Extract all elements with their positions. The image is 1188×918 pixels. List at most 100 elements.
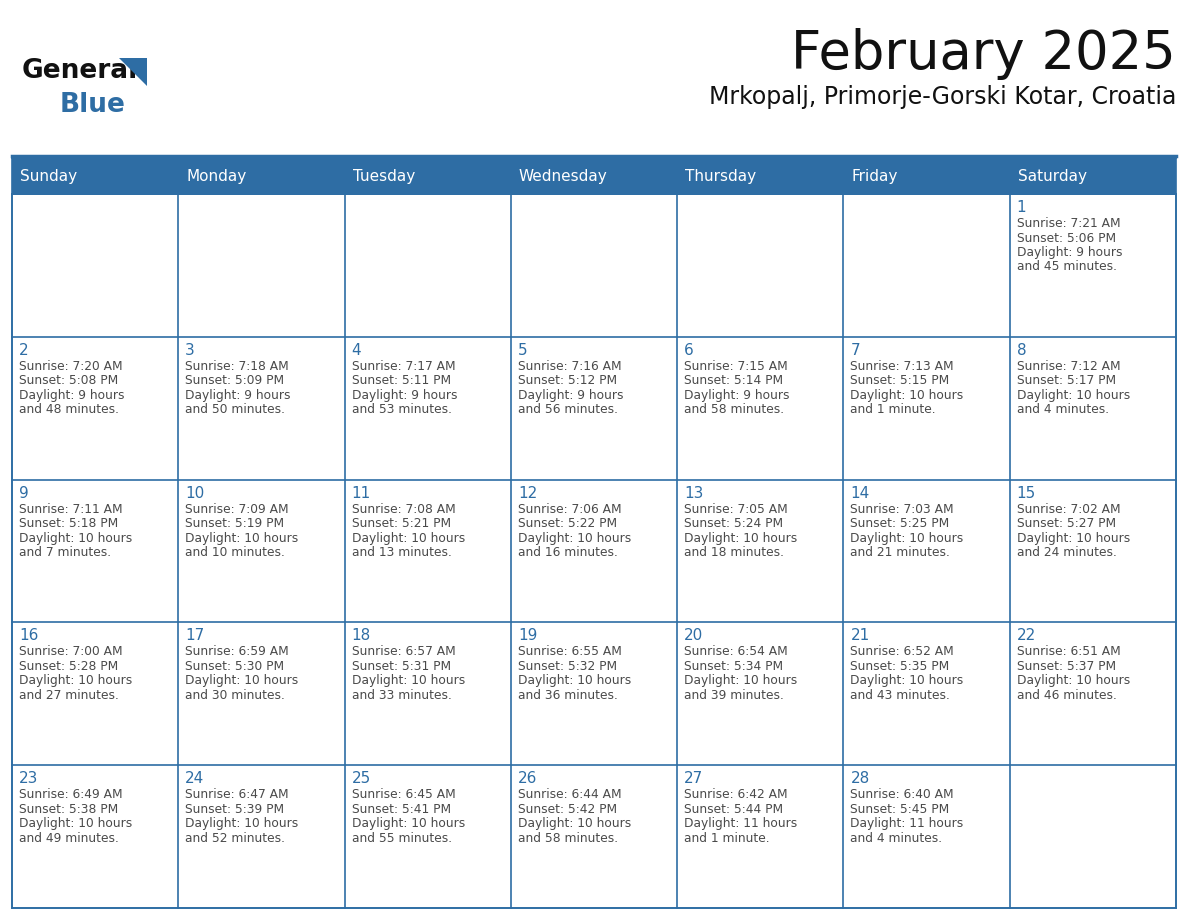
Text: Daylight: 10 hours: Daylight: 10 hours	[1017, 389, 1130, 402]
Bar	[12, 158, 1176, 194]
Bar	[12, 622, 178, 766]
Text: Sunset: 5:11 PM: Sunset: 5:11 PM	[352, 375, 450, 387]
Text: and 36 minutes.: and 36 minutes.	[518, 688, 618, 702]
Text: 9: 9	[19, 486, 29, 500]
Text: and 24 minutes.: and 24 minutes.	[1017, 546, 1117, 559]
Bar	[1010, 479, 1176, 622]
Text: 17: 17	[185, 629, 204, 644]
Text: Sunrise: 7:09 AM: Sunrise: 7:09 AM	[185, 502, 289, 516]
Text: Sunrise: 6:57 AM: Sunrise: 6:57 AM	[352, 645, 455, 658]
Text: Saturday: Saturday	[1018, 169, 1087, 184]
Text: Daylight: 9 hours: Daylight: 9 hours	[518, 389, 624, 402]
Text: Daylight: 10 hours: Daylight: 10 hours	[352, 817, 465, 830]
Text: Daylight: 10 hours: Daylight: 10 hours	[518, 532, 631, 544]
Text: Daylight: 10 hours: Daylight: 10 hours	[19, 675, 132, 688]
Text: 12: 12	[518, 486, 537, 500]
Text: and 45 minutes.: and 45 minutes.	[1017, 261, 1117, 274]
Text: Sunset: 5:39 PM: Sunset: 5:39 PM	[185, 802, 284, 816]
Text: Sunrise: 7:02 AM: Sunrise: 7:02 AM	[1017, 502, 1120, 516]
Text: Sunrise: 6:42 AM: Sunrise: 6:42 AM	[684, 789, 788, 801]
Text: Daylight: 10 hours: Daylight: 10 hours	[518, 675, 631, 688]
Text: 11: 11	[352, 486, 371, 500]
Text: and 10 minutes.: and 10 minutes.	[185, 546, 285, 559]
Text: Sunset: 5:24 PM: Sunset: 5:24 PM	[684, 517, 783, 530]
Bar	[511, 479, 677, 622]
Text: Sunrise: 6:45 AM: Sunrise: 6:45 AM	[352, 789, 455, 801]
Bar	[677, 479, 843, 622]
Bar	[345, 337, 511, 479]
Text: Sunrise: 6:44 AM: Sunrise: 6:44 AM	[518, 789, 621, 801]
Text: and 43 minutes.: and 43 minutes.	[851, 688, 950, 702]
Text: Blue: Blue	[61, 92, 126, 118]
Text: Sunrise: 7:11 AM: Sunrise: 7:11 AM	[19, 502, 122, 516]
Bar	[677, 337, 843, 479]
Text: and 33 minutes.: and 33 minutes.	[352, 688, 451, 702]
Text: 13: 13	[684, 486, 703, 500]
Text: Sunset: 5:38 PM: Sunset: 5:38 PM	[19, 802, 119, 816]
Bar	[178, 766, 345, 908]
Text: Wednesday: Wednesday	[519, 169, 607, 184]
Bar	[345, 766, 511, 908]
Text: 6: 6	[684, 342, 694, 358]
Text: Daylight: 9 hours: Daylight: 9 hours	[684, 389, 790, 402]
Bar	[345, 194, 511, 337]
Text: Sunrise: 7:17 AM: Sunrise: 7:17 AM	[352, 360, 455, 373]
Text: Sunrise: 7:00 AM: Sunrise: 7:00 AM	[19, 645, 122, 658]
Text: Sunset: 5:28 PM: Sunset: 5:28 PM	[19, 660, 119, 673]
Text: Sunrise: 6:40 AM: Sunrise: 6:40 AM	[851, 789, 954, 801]
Text: Sunrise: 7:05 AM: Sunrise: 7:05 AM	[684, 502, 788, 516]
Text: Friday: Friday	[852, 169, 898, 184]
Text: Daylight: 9 hours: Daylight: 9 hours	[1017, 246, 1123, 259]
Bar	[677, 622, 843, 766]
Bar	[677, 194, 843, 337]
Text: 18: 18	[352, 629, 371, 644]
Text: 2: 2	[19, 342, 29, 358]
Text: Sunset: 5:15 PM: Sunset: 5:15 PM	[851, 375, 949, 387]
Text: and 53 minutes.: and 53 minutes.	[352, 403, 451, 416]
Text: Sunset: 5:18 PM: Sunset: 5:18 PM	[19, 517, 119, 530]
Text: and 7 minutes.: and 7 minutes.	[19, 546, 112, 559]
Text: Sunrise: 7:18 AM: Sunrise: 7:18 AM	[185, 360, 289, 373]
Text: and 48 minutes.: and 48 minutes.	[19, 403, 119, 416]
Text: and 1 minute.: and 1 minute.	[684, 832, 770, 845]
Text: Daylight: 10 hours: Daylight: 10 hours	[19, 532, 132, 544]
Text: Sunset: 5:25 PM: Sunset: 5:25 PM	[851, 517, 949, 530]
Text: February 2025: February 2025	[791, 28, 1176, 80]
Text: Tuesday: Tuesday	[353, 169, 415, 184]
Bar	[12, 194, 178, 337]
Text: 22: 22	[1017, 629, 1036, 644]
Text: and 52 minutes.: and 52 minutes.	[185, 832, 285, 845]
Text: Daylight: 10 hours: Daylight: 10 hours	[684, 675, 797, 688]
Text: 1: 1	[1017, 200, 1026, 215]
Text: Sunrise: 6:55 AM: Sunrise: 6:55 AM	[518, 645, 621, 658]
Text: Sunset: 5:45 PM: Sunset: 5:45 PM	[851, 802, 949, 816]
Bar	[12, 194, 1176, 908]
Text: 8: 8	[1017, 342, 1026, 358]
Bar	[12, 479, 178, 622]
Text: Daylight: 10 hours: Daylight: 10 hours	[352, 675, 465, 688]
Text: Sunset: 5:41 PM: Sunset: 5:41 PM	[352, 802, 450, 816]
Text: Sunrise: 7:13 AM: Sunrise: 7:13 AM	[851, 360, 954, 373]
Text: Sunset: 5:42 PM: Sunset: 5:42 PM	[518, 802, 617, 816]
Bar	[178, 622, 345, 766]
Text: and 1 minute.: and 1 minute.	[851, 403, 936, 416]
Text: Daylight: 9 hours: Daylight: 9 hours	[352, 389, 457, 402]
Text: and 46 minutes.: and 46 minutes.	[1017, 688, 1117, 702]
Bar	[843, 479, 1010, 622]
Text: Sunset: 5:08 PM: Sunset: 5:08 PM	[19, 375, 119, 387]
Text: Sunset: 5:30 PM: Sunset: 5:30 PM	[185, 660, 284, 673]
Text: Mrkopalj, Primorje-Gorski Kotar, Croatia: Mrkopalj, Primorje-Gorski Kotar, Croatia	[708, 85, 1176, 109]
Text: Daylight: 10 hours: Daylight: 10 hours	[518, 817, 631, 830]
Text: 5: 5	[518, 342, 527, 358]
Text: Daylight: 10 hours: Daylight: 10 hours	[185, 532, 298, 544]
Text: Sunrise: 6:52 AM: Sunrise: 6:52 AM	[851, 645, 954, 658]
Text: Daylight: 11 hours: Daylight: 11 hours	[684, 817, 797, 830]
Text: Sunrise: 7:20 AM: Sunrise: 7:20 AM	[19, 360, 122, 373]
Text: Daylight: 10 hours: Daylight: 10 hours	[851, 675, 963, 688]
Text: 10: 10	[185, 486, 204, 500]
Text: Daylight: 10 hours: Daylight: 10 hours	[19, 817, 132, 830]
Text: Sunset: 5:27 PM: Sunset: 5:27 PM	[1017, 517, 1116, 530]
Bar	[1010, 337, 1176, 479]
Text: Sunset: 5:17 PM: Sunset: 5:17 PM	[1017, 375, 1116, 387]
Text: 28: 28	[851, 771, 870, 786]
